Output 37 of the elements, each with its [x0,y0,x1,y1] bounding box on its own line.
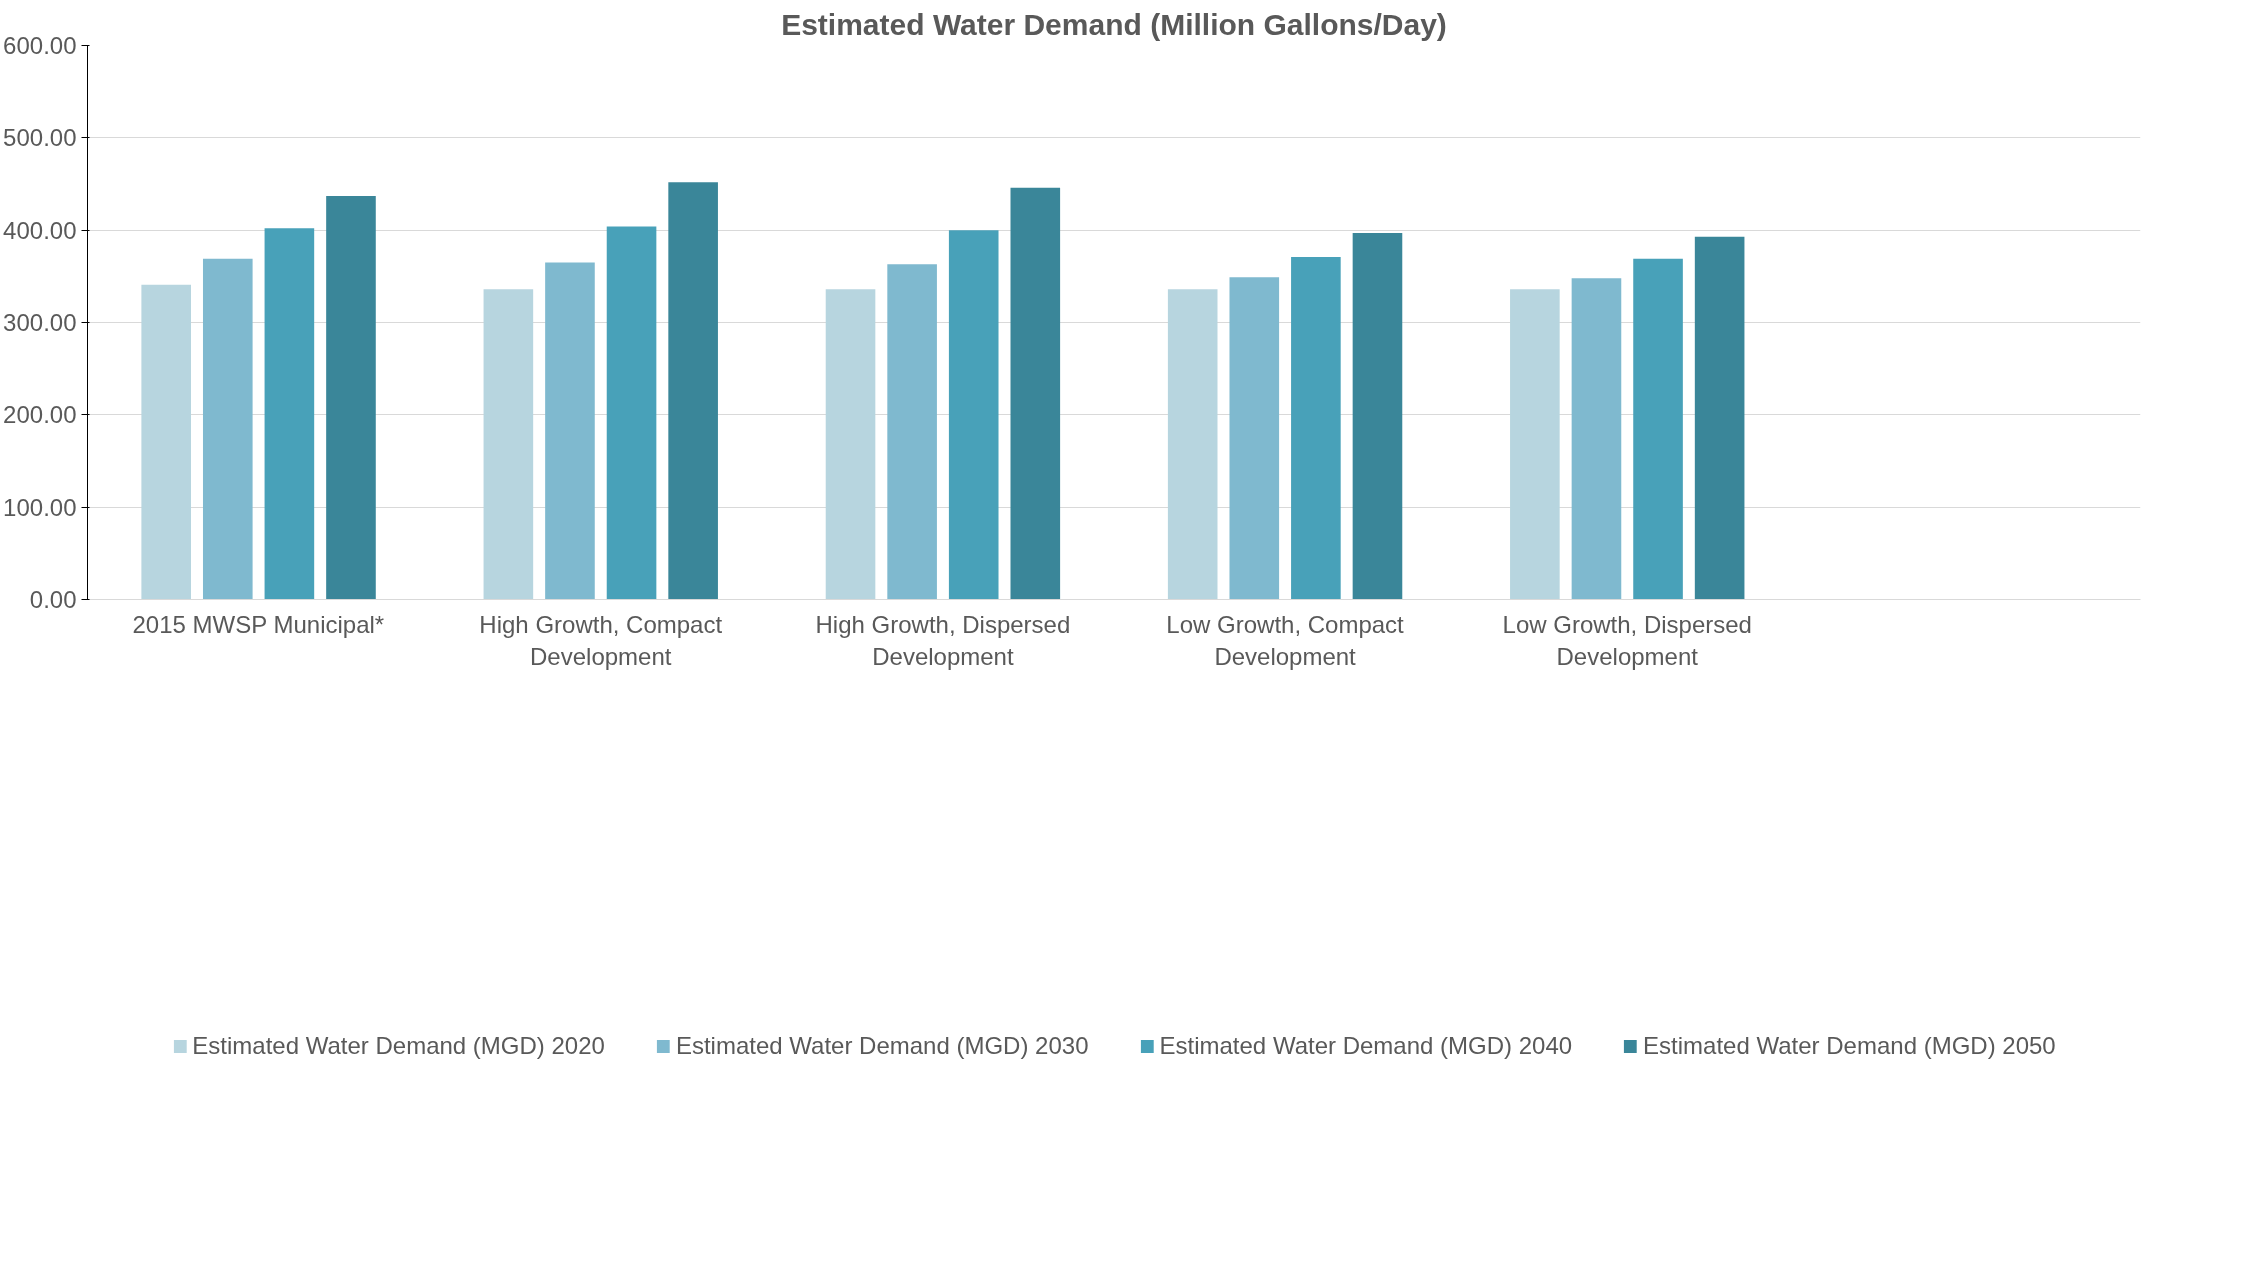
bar [1510,289,1560,600]
bar [1291,256,1341,600]
bar [1352,232,1403,600]
bar [202,258,253,600]
legend-label: Estimated Water Demand (MGD) 2030 [675,1032,1089,1060]
x-tick-label: 2015 MWSP Municipal* [132,610,385,638]
y-tick-label: 400.00 [3,216,77,244]
bar [326,196,376,600]
x-tick-label: Low Growth, Dispersed Development [1502,610,1752,670]
y-tick-label: 500.00 [3,124,77,152]
y-tick-label: 600.00 [3,32,77,59]
chart-title: Estimated Water Demand (Million Gallons/Day) [781,7,1447,41]
x-tick-label: High Growth, Compact Development [479,610,723,670]
bar [1633,258,1683,600]
y-tick-label: 0.00 [29,586,77,613]
bar [887,264,937,600]
bar [606,226,657,600]
bar [1167,289,1218,600]
bar [545,262,595,600]
bar [1571,278,1622,600]
bar [1229,277,1280,600]
x-tick-label: Low Growth, Compact Development [1166,610,1405,670]
legend-label: Estimated Water Demand (MGD) 2020 [192,1032,605,1060]
bar [483,289,534,600]
y-tick-label: 300.00 [3,309,77,336]
bar [264,228,315,600]
legend-label: Estimated Water Demand (MGD) 2040 [1159,1032,1573,1060]
bar [825,289,876,600]
bar [668,182,718,600]
y-tick-label: 100.00 [3,493,77,521]
bar [1694,236,1745,600]
legend-label: Estimated Water Demand (MGD) 2050 [1643,1032,2056,1060]
bar [1010,187,1061,600]
y-tick-label: 200.00 [3,401,77,429]
bar [948,230,999,600]
bar [141,284,192,600]
x-tick-label: High Growth, Dispersed Development [815,610,1071,670]
